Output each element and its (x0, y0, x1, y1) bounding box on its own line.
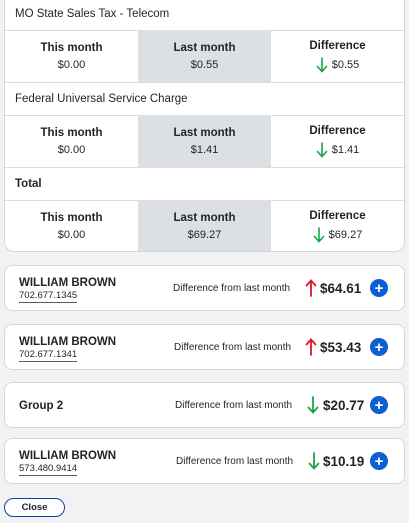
arrow-down-icon (313, 227, 324, 243)
this-month-header: This month (40, 212, 103, 224)
line-phone-link[interactable]: 702.677.1345 (19, 290, 78, 303)
last-month-header: Last month (173, 212, 236, 224)
line-phone-link[interactable]: 702.677.1341 (19, 349, 78, 362)
comparison-row-total: This month $0.00 Last month $69.27 Diffe… (5, 200, 404, 251)
difference-label: Difference from last month (175, 400, 293, 411)
divider (5, 167, 404, 168)
this-month-value: $0.00 (57, 59, 86, 71)
line-name: WILLIAM BROWN (19, 277, 117, 289)
expand-plus-icon[interactable]: + (370, 279, 388, 297)
this-month-header: This month (40, 127, 103, 139)
this-month-column: This month $0.00 (5, 200, 138, 251)
last-month-header: Last month (173, 42, 236, 54)
last-month-value: $69.27 (187, 229, 222, 241)
difference-column: Difference $69.27 (271, 200, 404, 251)
difference-amount: $0.55 (331, 59, 360, 71)
arrow-down-icon (308, 452, 320, 470)
this-month-column: This month $0.00 (5, 30, 138, 82)
arrow-down-icon (316, 142, 328, 158)
expand-plus-icon[interactable]: + (370, 338, 388, 356)
this-month-value: $0.00 (57, 229, 86, 241)
section-title-total: Total (15, 178, 42, 190)
difference-amount: $53.43 (320, 340, 362, 355)
group-name: Group 2 (19, 400, 64, 412)
last-month-column: Last month $1.41 (138, 115, 271, 167)
difference-header: Difference (309, 125, 366, 137)
difference-header: Difference (309, 40, 366, 52)
arrow-down-icon (316, 57, 328, 73)
group-card[interactable]: Group 2 Difference from last month $20.7… (4, 382, 405, 428)
expand-plus-icon[interactable]: + (370, 396, 388, 414)
difference-amount: $10.19 (323, 454, 365, 469)
last-month-value: $0.55 (190, 59, 219, 71)
difference-amount: $20.77 (323, 398, 365, 413)
expand-plus-icon[interactable]: + (370, 452, 388, 470)
section-title-mo-tax: MO State Sales Tax - Telecom (15, 8, 170, 20)
line-name: WILLIAM BROWN (19, 450, 117, 462)
difference-column: Difference $0.55 (271, 30, 404, 82)
this-month-value: $0.00 (57, 144, 86, 156)
line-card[interactable]: WILLIAM BROWN 702.677.1341 Difference fr… (4, 324, 405, 370)
line-name: WILLIAM BROWN (19, 336, 117, 348)
line-card[interactable]: WILLIAM BROWN 573.480.9414 Difference fr… (4, 438, 405, 484)
last-month-value: $1.41 (190, 144, 219, 156)
line-card[interactable]: WILLIAM BROWN 702.677.1345 Difference fr… (4, 265, 405, 311)
difference-label: Difference from last month (174, 342, 292, 353)
close-button[interactable]: Close (4, 498, 65, 517)
comparison-row-federal-usc: This month $0.00 Last month $1.41 Differ… (5, 115, 404, 167)
last-month-column: Last month $69.27 (138, 200, 271, 251)
last-month-header: Last month (173, 127, 236, 139)
this-month-header: This month (40, 42, 103, 54)
tax-comparison-card: MO State Sales Tax - Telecom This month … (4, 0, 405, 252)
arrow-up-icon (305, 338, 317, 356)
difference-header: Difference (309, 210, 366, 222)
arrow-up-icon (305, 279, 317, 297)
difference-value: $1.41 (271, 142, 404, 158)
divider (5, 82, 404, 83)
difference-value: $0.55 (271, 57, 404, 73)
difference-column: Difference $1.41 (271, 115, 404, 167)
this-month-column: This month $0.00 (5, 115, 138, 167)
section-title-federal-usc: Federal Universal Service Charge (15, 93, 188, 105)
difference-amount: $64.61 (320, 281, 362, 296)
comparison-row-mo-tax: This month $0.00 Last month $0.55 Differ… (5, 30, 404, 82)
difference-value: $69.27 (271, 227, 404, 243)
difference-amount: $69.27 (328, 229, 363, 241)
arrow-down-icon (307, 396, 319, 414)
line-phone-link[interactable]: 573.480.9414 (19, 463, 78, 476)
difference-label: Difference from last month (173, 283, 291, 294)
difference-label: Difference from last month (176, 456, 294, 467)
difference-amount: $1.41 (331, 144, 360, 156)
last-month-column: Last month $0.55 (138, 30, 271, 82)
